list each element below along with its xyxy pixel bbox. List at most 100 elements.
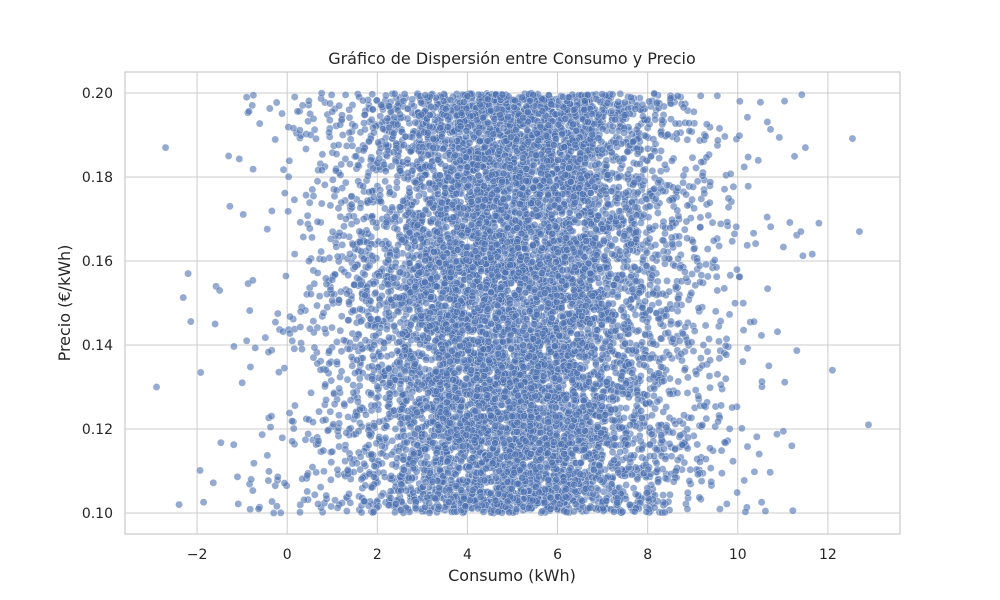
scatter-point: [616, 89, 625, 98]
scatter-point: [661, 455, 670, 463]
scatter-point: [309, 317, 318, 325]
scatter-point: [263, 451, 272, 460]
scatter-point: [780, 97, 789, 105]
scatter-point: [663, 277, 671, 285]
scatter-point: [751, 239, 760, 248]
scatter-point: [310, 490, 319, 499]
scatter-point: [683, 488, 692, 497]
scatter-point: [326, 201, 335, 210]
scatter-point: [321, 380, 330, 389]
scatter-point: [288, 337, 297, 345]
scatter-point: [718, 469, 726, 478]
scatter-point: [335, 296, 343, 304]
scatter-point: [186, 317, 195, 326]
scatter-point: [637, 219, 645, 227]
scatter-point: [702, 414, 711, 423]
scatter-point: [709, 236, 718, 245]
scatter-point: [327, 376, 336, 385]
scatter-point: [666, 490, 674, 499]
scatter-point: [248, 101, 257, 110]
scatter-point: [303, 211, 312, 220]
scatter-point: [217, 438, 225, 447]
scatter-point: [290, 195, 299, 204]
scatter-point: [750, 467, 759, 476]
scatter-point: [716, 317, 725, 325]
scatter-point: [713, 286, 722, 295]
scatter-point: [715, 242, 723, 250]
scatter-point: [705, 372, 714, 380]
scatter-point: [659, 491, 667, 499]
scatter-point: [344, 271, 353, 280]
scatter-point: [411, 118, 420, 127]
scatter-point: [752, 432, 761, 441]
scatter-point: [653, 277, 662, 286]
scatter-point: [323, 303, 332, 312]
scatter-point: [390, 89, 399, 98]
scatter-point: [763, 213, 772, 221]
scatter-point: [739, 326, 748, 334]
scatter-point: [246, 505, 255, 514]
scatter-point: [285, 409, 294, 417]
scatter-point: [333, 465, 342, 474]
scatter-point: [715, 354, 724, 363]
scatter-point: [305, 198, 314, 207]
scatter-point: [318, 150, 327, 159]
scatter-point: [799, 251, 807, 260]
scatter-point: [689, 347, 698, 355]
scatter-point: [367, 304, 376, 313]
scatter-point: [720, 185, 729, 194]
scatter-point: [763, 284, 772, 293]
scatter-point: [669, 428, 677, 437]
scatter-point: [648, 167, 657, 175]
scatter-point: [196, 368, 205, 377]
scatter-point: [789, 506, 797, 515]
scatter-point: [668, 156, 676, 165]
scatter-point: [230, 342, 238, 351]
scatter-point: [302, 145, 310, 153]
scatter-point: [348, 362, 357, 370]
scatter-point: [266, 423, 275, 431]
scatter-point: [705, 335, 713, 343]
scatter-point: [291, 401, 299, 410]
scatter-point: [651, 115, 660, 124]
scatter-point: [302, 191, 310, 199]
scatter-point: [273, 473, 282, 481]
scatter-point: [733, 488, 742, 497]
scatter-point: [726, 271, 735, 280]
scatter-point: [713, 370, 722, 379]
scatter-point: [728, 403, 736, 412]
scatter-point: [696, 213, 705, 222]
scatter-point: [726, 170, 735, 178]
scatter-point: [683, 505, 692, 513]
scatter-point: [338, 131, 347, 139]
scatter-point: [697, 477, 706, 485]
scatter-point: [712, 272, 721, 281]
scatter-point: [279, 165, 288, 174]
scatter-point: [313, 301, 321, 310]
scatter-point: [296, 218, 305, 227]
scatter-point: [675, 232, 683, 241]
scatter-point: [744, 153, 752, 161]
scatter-point: [683, 135, 692, 144]
scatter-point: [675, 337, 684, 345]
scatter-point: [239, 210, 248, 219]
scatter-point: [280, 364, 289, 372]
scatter-point: [293, 107, 302, 116]
scatter-point: [272, 98, 281, 107]
scatter-point: [271, 318, 280, 326]
scatter-point: [251, 344, 260, 352]
scatter-point: [773, 327, 782, 336]
scatter-point: [326, 99, 334, 108]
scatter-point: [739, 299, 748, 307]
scatter-point: [725, 425, 734, 433]
scatter-point: [382, 91, 390, 100]
scatter-point: [267, 412, 276, 420]
scatter-point: [683, 389, 692, 397]
scatter-point: [758, 377, 766, 386]
scatter-point: [246, 363, 255, 371]
scatter-point: [797, 90, 806, 99]
scatter-point: [648, 411, 656, 420]
scatter-point: [290, 344, 299, 353]
scatter-point: [792, 346, 801, 355]
